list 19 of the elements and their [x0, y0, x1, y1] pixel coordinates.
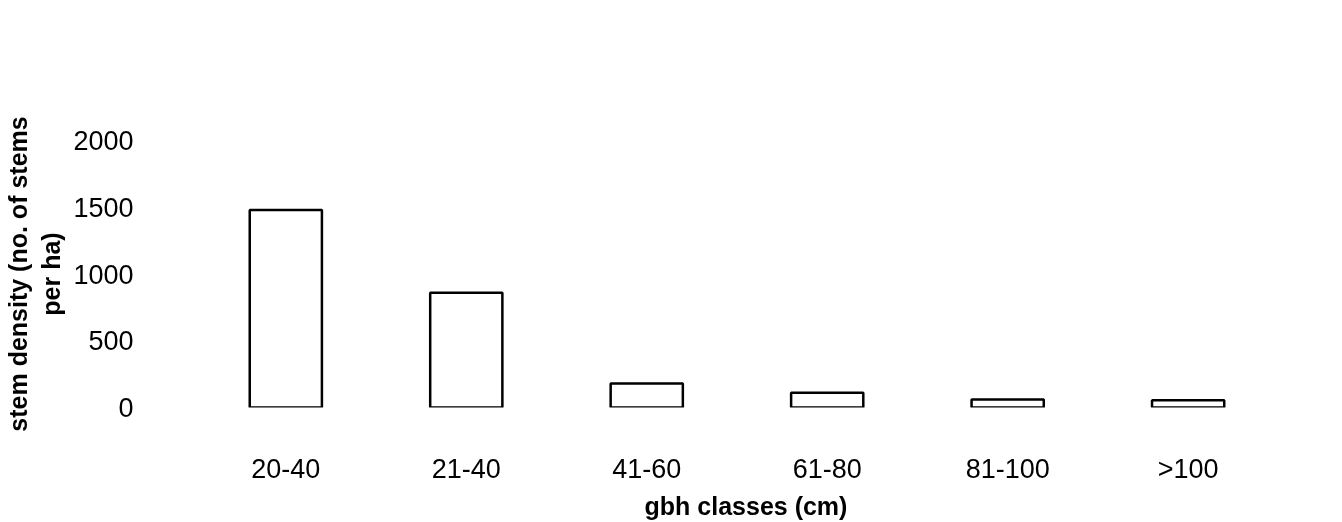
y-tick-label: 1500 [73, 192, 134, 223]
bar [1150, 398, 1226, 408]
y-axis-title: stem density (no. of stems per ha) [3, 116, 66, 432]
y-tick-label: 0 [118, 393, 134, 423]
y-tick-label: 500 [88, 326, 134, 357]
bar [248, 208, 324, 408]
x-tick-label: 81-100 [965, 453, 1050, 484]
x-tick-label: 41-60 [612, 453, 682, 484]
x-tick-label: 61-80 [792, 453, 862, 484]
bar [609, 382, 685, 408]
bar [428, 291, 504, 408]
x-axis-title: gbh classes (cm) [644, 491, 848, 520]
bar [970, 398, 1046, 408]
bar [789, 391, 865, 408]
y-tick-label: 2000 [73, 126, 134, 156]
y-tick-label: 1000 [73, 259, 134, 290]
x-tick-label: 20-40 [251, 453, 321, 484]
x-tick-label: 21-40 [431, 453, 501, 484]
x-tick-label: >100 [1157, 453, 1219, 484]
